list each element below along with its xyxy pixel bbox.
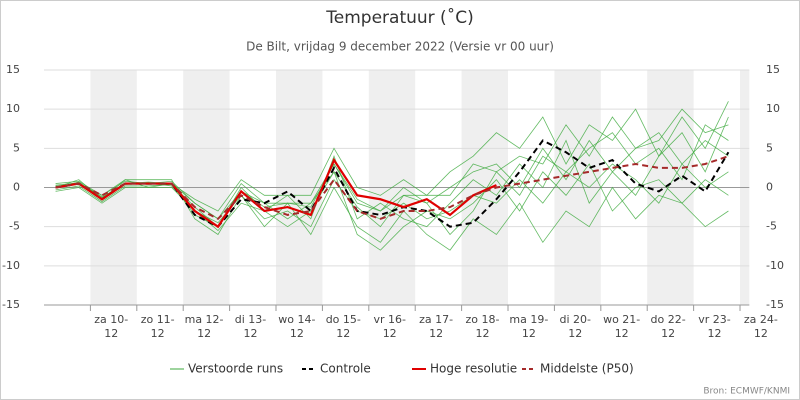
x-tick-label: do 15-12 <box>325 313 361 340</box>
chart-subtitle: De Bilt, vrijdag 9 december 2022 (Versie… <box>246 40 554 54</box>
x-tick-label: vr 16-12 <box>373 313 406 340</box>
x-tick-label: zo 11-12 <box>140 313 175 340</box>
legend-label: Controle <box>320 362 371 376</box>
y-tick-label: 15 <box>6 63 20 76</box>
y2-tick-label: 0 <box>766 181 773 194</box>
series-line <box>55 155 729 221</box>
chart-title: Temperatuur (˚C) <box>325 7 473 28</box>
x-tick-label: wo 14-12 <box>278 313 316 340</box>
x-tick-label: ma 12-12 <box>184 313 224 340</box>
y-tick-label: 0 <box>13 181 20 194</box>
x-tick-label: ma 19-12 <box>509 313 549 340</box>
legend-label: Hoge resolutie <box>430 362 517 376</box>
series-line <box>55 157 497 229</box>
y-tick-label: -15 <box>2 298 20 311</box>
y-tick-label: 5 <box>13 141 20 154</box>
y2-tick-label: -10 <box>766 259 784 272</box>
y2-tick-label: 10 <box>766 102 780 115</box>
x-tick-label: zo 18-12 <box>465 313 500 340</box>
legend-label: Middelste (P50) <box>540 362 634 376</box>
y2-tick-label: -15 <box>766 298 784 311</box>
legend-label: Verstoorde runs <box>188 362 283 376</box>
x-tick-label: za 10-12 <box>94 313 129 340</box>
ensemble-line <box>55 179 729 251</box>
x-tick-label: za 17-12 <box>419 313 454 340</box>
x-tick-label: wo 21-12 <box>603 313 641 340</box>
x-tick-label: do 22-12 <box>650 313 686 340</box>
y-tick-label: 10 <box>6 102 20 115</box>
y2-tick-label: 15 <box>766 63 780 76</box>
y2-tick-label: 5 <box>766 141 773 154</box>
y2-tick-label: -5 <box>766 220 777 233</box>
x-tick-label: di 13-12 <box>234 313 267 340</box>
source: Bron: ECMWF/KNMI <box>703 387 790 397</box>
x-tick-label: vr 23-12 <box>698 313 731 340</box>
x-tick-label: di 20-12 <box>559 313 592 340</box>
x-tick-label: za 24-12 <box>743 313 778 340</box>
y-tick-label: -10 <box>2 259 20 272</box>
y-tick-label: -5 <box>9 220 20 233</box>
